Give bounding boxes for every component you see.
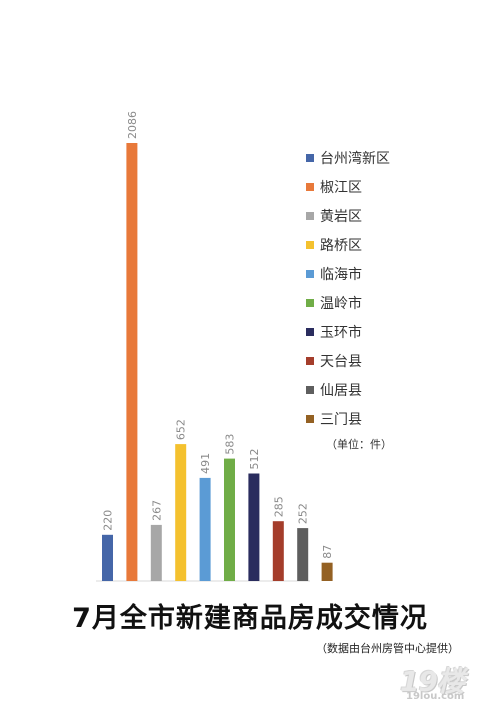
- unit-note: （单位：件）: [326, 438, 392, 451]
- bar-value-label-2: 2086: [126, 111, 139, 139]
- legend-item-3: 黄岩区: [306, 201, 390, 230]
- bar-value-label-1: 220: [102, 510, 115, 531]
- legend-item-2: 椒江区: [306, 172, 390, 201]
- legend-label: 三门县: [320, 411, 362, 428]
- legend-item-7: 玉环市: [306, 317, 390, 346]
- legend-item-9: 仙居县: [306, 375, 390, 404]
- watermark-logo: 19楼: [400, 665, 465, 698]
- legend-item-10: 三门县: [306, 404, 390, 433]
- bar-8: [272, 521, 284, 581]
- source-note: （数据由台州房管中心提供）: [316, 642, 459, 655]
- legend-label: 路桥区: [320, 237, 362, 254]
- bar-10: [321, 562, 333, 581]
- chart-title: 7月全市新建商品房成交情况: [72, 603, 428, 634]
- legend-swatch: [306, 356, 314, 365]
- legend-item-4: 路桥区: [306, 230, 390, 259]
- legend-swatch: [306, 414, 314, 423]
- bar-value-label-3: 267: [150, 500, 163, 521]
- site-watermark: 19楼 19lou.com: [400, 660, 496, 702]
- legend-label: 玉环市: [320, 324, 362, 341]
- bar-9: [297, 528, 309, 581]
- bar-1: [102, 534, 113, 581]
- legend-swatch: [306, 153, 314, 162]
- bar-value-label-9: 252: [297, 503, 310, 524]
- bar-value-label-10: 87: [321, 545, 334, 559]
- legend-swatch: [306, 211, 314, 220]
- legend-label: 椒江区: [320, 179, 362, 196]
- bar-6: [224, 458, 235, 581]
- legend-item-6: 温岭市: [306, 288, 390, 317]
- legend-swatch: [306, 298, 314, 307]
- bar-5: [199, 477, 211, 581]
- bar-value-label-4: 652: [175, 419, 188, 440]
- chart-legend: 台州湾新区椒江区黄岩区路桥区临海市温岭市玉环市天台县仙居县三门县: [306, 143, 390, 433]
- legend-label: 天台县: [320, 353, 362, 370]
- legend-swatch: [306, 269, 314, 278]
- bar-4: [175, 444, 187, 581]
- legend-label: 临海市: [320, 266, 362, 283]
- bar-value-label-6: 583: [224, 434, 237, 455]
- legend-label: 温岭市: [320, 295, 362, 312]
- watermark-domain: 19lou.com: [406, 691, 465, 702]
- legend-item-1: 台州湾新区: [306, 143, 390, 172]
- legend-swatch: [306, 327, 314, 336]
- bar-3: [150, 524, 162, 581]
- legend-label: 仙居县: [320, 382, 362, 399]
- legend-item-8: 天台县: [306, 346, 390, 375]
- legend-label: 台州湾新区: [320, 150, 390, 167]
- bar-7: [248, 473, 260, 581]
- legend-swatch: [306, 385, 314, 394]
- bar-value-label-5: 491: [199, 453, 212, 474]
- bar-2: [126, 143, 138, 581]
- bar-value-label-8: 285: [272, 496, 285, 517]
- legend-swatch: [306, 182, 314, 191]
- bar-value-label-7: 512: [248, 449, 261, 470]
- legend-swatch: [306, 240, 314, 249]
- legend-item-5: 临海市: [306, 259, 390, 288]
- legend-label: 黄岩区: [320, 208, 362, 225]
